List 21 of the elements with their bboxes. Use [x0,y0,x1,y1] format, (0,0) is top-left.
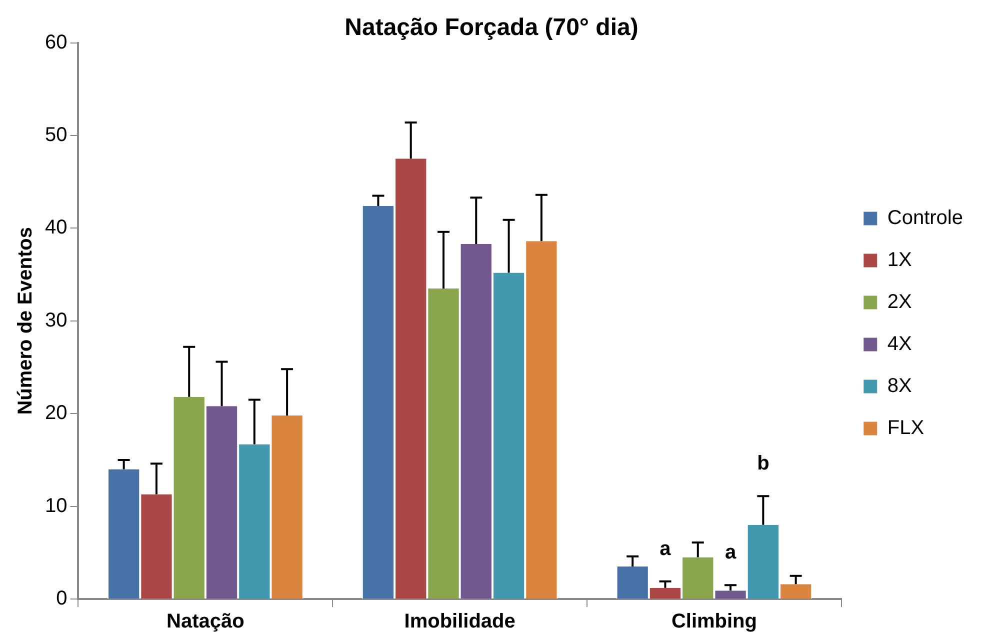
legend-label: FLX [887,417,924,440]
y-tick-label: 0 [56,588,68,610]
y-tick-label: 20 [44,402,68,424]
y-tick-label: 40 [44,216,68,239]
y-axis-title: Número de Eventos [14,226,37,415]
x-tick-label: Imobilidade [404,610,516,633]
y-tick-label: 30 [44,309,68,332]
legend-label: Controle [887,207,964,230]
legend-label: 8X [887,375,912,398]
legend-label: 2X [887,291,912,314]
y-tick-label: 50 [44,124,68,146]
legend-label: 1X [887,249,912,272]
legend-label: 4X [887,333,912,356]
chart-title: Natação Forçada (70° dia) [344,14,638,42]
x-tick-label: Natação [166,610,244,633]
y-tick-label: 10 [44,494,68,517]
data-label: a [660,538,672,560]
y-tick-label: 60 [44,31,68,54]
data-label: a [724,542,737,564]
x-tick-label: Climbing [671,610,757,633]
data-label: b [757,452,770,475]
